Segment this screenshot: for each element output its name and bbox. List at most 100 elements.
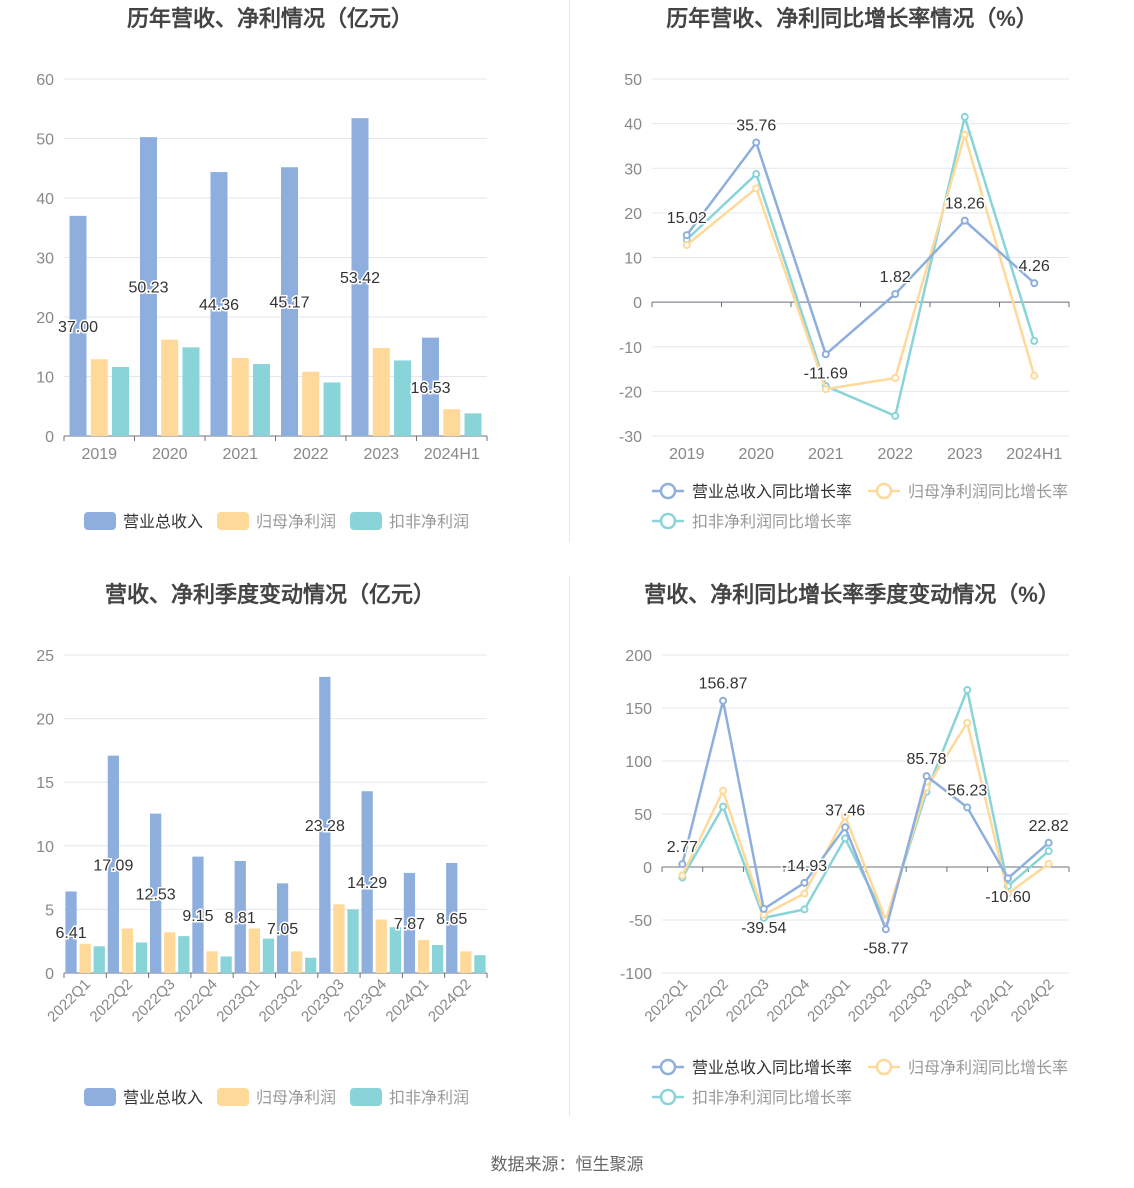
data-label: 8.65 — [436, 911, 467, 928]
bar — [333, 904, 345, 973]
bar — [446, 862, 458, 973]
chart-panel-annual-revenue-profit: 历年营收、净利情况（亿元） 0 10 20 30 40 50 60 2019 2020 2021 20… — [0, 0, 567, 576]
bar — [262, 938, 275, 973]
data-label: 17.09 — [93, 857, 133, 874]
bar — [90, 359, 108, 436]
x-tick-label: 2023Q4 — [926, 976, 976, 1026]
line-point — [800, 889, 809, 898]
chart-title: 营收、净利季度变动情况（亿元） — [105, 582, 435, 607]
y-tick-label: -100 — [620, 966, 652, 983]
y-tick-label: -10 — [619, 340, 642, 357]
line-point — [821, 385, 830, 394]
x-tick-label: 2020 — [152, 446, 188, 463]
line-point — [963, 803, 972, 812]
data-label: 14.29 — [347, 875, 387, 892]
chart-panel-quarterly-growth-rate: 营收、净利同比增长率季度变动情况（%） -100 -50 0 50 100 150 200 20… — [567, 576, 1134, 1152]
x-tick-label: 2023 — [947, 446, 983, 463]
legend-label: 扣非净利润同比增长率 — [692, 513, 852, 531]
chart-title: 历年营收、净利同比增长率情况（%） — [666, 6, 1038, 31]
bar — [220, 956, 232, 973]
data-label: 2.77 — [667, 839, 698, 856]
line-point — [1003, 874, 1012, 883]
line-point — [841, 834, 850, 843]
bar — [161, 339, 179, 436]
line-point — [682, 241, 691, 250]
bar — [464, 413, 482, 436]
legend-label: 归母净利润 — [256, 513, 336, 531]
chart-svg: 历年营收、净利情况（亿元） 0 10 20 30 40 50 60 2019 2020 2021 20… — [36, 6, 488, 531]
bar — [150, 813, 162, 973]
line-point — [891, 411, 900, 420]
line-point — [678, 871, 687, 880]
x-tick-label: 2024H1 — [1006, 446, 1062, 463]
bar — [93, 946, 105, 973]
legend-label: 营业总收入同比增长率 — [692, 483, 852, 501]
x-tick-label: 2023Q1 — [804, 976, 854, 1026]
chart-svg: 历年营收、净利同比增长率情况（%） -30 -20 -10 0 10 20 30 40 50 201… — [619, 6, 1070, 531]
line-point — [752, 138, 761, 147]
y-tick-label: 40 — [36, 191, 54, 208]
series-line — [685, 130, 1036, 391]
data-label: 56.23 — [947, 782, 987, 799]
x-tick-label: 2022Q3 — [723, 976, 773, 1026]
bar — [276, 883, 289, 973]
bar — [253, 364, 270, 436]
line-point — [960, 130, 969, 139]
legend-swatch — [350, 512, 382, 530]
legend-label: 归母净利润同比增长率 — [908, 483, 1068, 501]
data-label: 156.87 — [699, 676, 748, 693]
y-tick-label: 30 — [624, 161, 642, 178]
legend-label: 归母净利润 — [256, 1089, 336, 1107]
x-tick-label: 2022Q4 — [171, 976, 221, 1026]
y-tick-label: 150 — [625, 701, 652, 718]
legend-marker — [875, 482, 893, 500]
x-tick-label: 2022Q2 — [682, 976, 732, 1026]
x-tick-label: 2023Q2 — [256, 976, 306, 1026]
line-point — [891, 373, 900, 382]
bar — [417, 939, 430, 973]
x-tick-label: 2019 — [81, 446, 117, 463]
x-tick-label: 2022 — [293, 446, 329, 463]
bar — [291, 951, 303, 973]
bar — [182, 347, 200, 436]
x-tick-label: 2024Q2 — [425, 976, 475, 1026]
bar — [443, 409, 461, 436]
line-point — [719, 786, 728, 795]
data-source-note: 数据来源：恒生聚源 — [490, 1155, 644, 1174]
chart-svg: 营收、净利季度变动情况（亿元）05101520252022Q12022Q2202… — [36, 582, 488, 1107]
line-point — [1030, 371, 1039, 380]
line-point — [960, 112, 969, 121]
bar — [394, 360, 411, 436]
bar — [302, 371, 320, 436]
data-label: 6.41 — [55, 925, 86, 942]
chart-panel-annual-growth-rate: 历年营收、净利同比增长率情况（%） -30 -20 -10 0 10 20 30 40 50 201… — [567, 0, 1134, 576]
legend-swatch — [84, 512, 116, 530]
legend-label: 扣非净利润 — [389, 513, 469, 531]
data-label: 37.46 — [825, 802, 865, 819]
legend-label: 营业总收入 — [123, 513, 203, 531]
bar — [65, 891, 77, 973]
bar — [432, 945, 444, 973]
x-tick-label: 2023Q3 — [298, 976, 348, 1026]
series-line — [681, 685, 1050, 924]
data-label: 16.53 — [410, 380, 450, 397]
legend-label: 营业总收入同比增长率 — [692, 1059, 852, 1077]
bar — [231, 358, 249, 436]
data-label: 7.05 — [267, 921, 298, 938]
y-tick-label: 50 — [624, 72, 642, 89]
data-label: 85.78 — [907, 751, 947, 768]
line-point — [800, 878, 809, 887]
x-tick-label: 2023 — [363, 446, 399, 463]
data-label: 22.82 — [1029, 818, 1069, 835]
bar — [372, 347, 390, 436]
data-label: 8.81 — [225, 910, 256, 927]
line-point — [881, 925, 890, 934]
line-point — [821, 350, 830, 359]
line-point — [752, 170, 761, 179]
y-tick-label: 200 — [625, 648, 652, 665]
y-tick-label: 100 — [625, 754, 652, 771]
data-label: 9.15 — [182, 908, 213, 925]
x-tick-label: 2022Q1 — [44, 976, 94, 1026]
chart-panel-quarterly-revenue-profit: 营收、净利季度变动情况（亿元） 0 5 10 15 20 25 2022Q1 2022Q2 202… — [0, 576, 567, 1152]
x-tick-label: 2019 — [669, 446, 705, 463]
